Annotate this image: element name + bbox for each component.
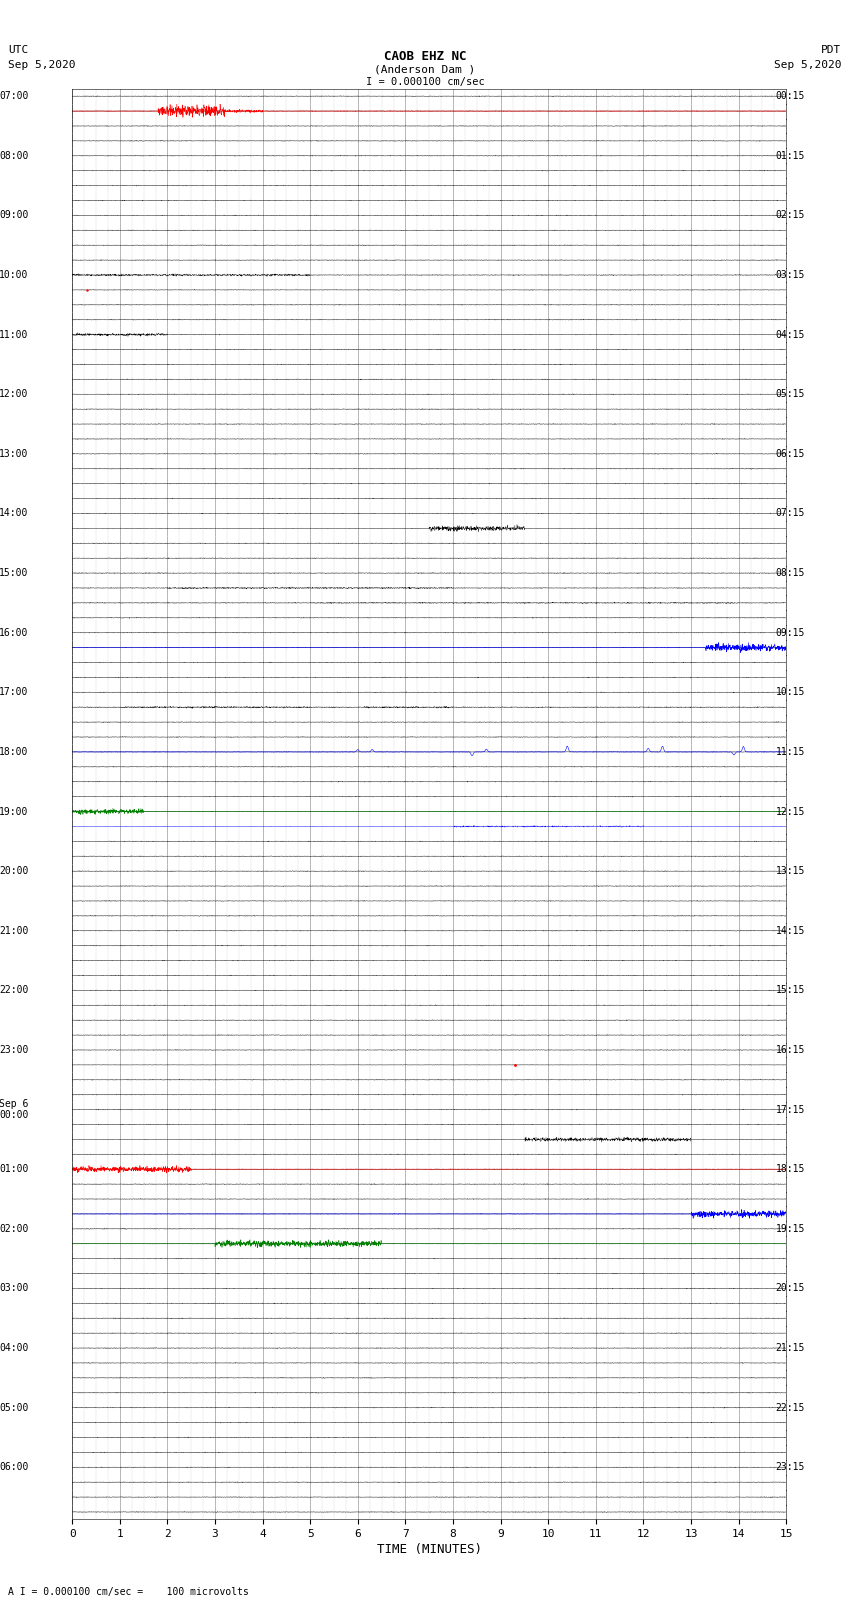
Y-axis label: 22:00: 22:00 (0, 986, 29, 995)
Y-axis label: 01:00: 01:00 (0, 1165, 29, 1174)
Y-axis label: 00:15: 00:15 (776, 92, 805, 102)
Y-axis label: 04:15: 04:15 (776, 329, 805, 340)
Y-axis label: 21:15: 21:15 (776, 1344, 805, 1353)
Y-axis label: 09:00: 09:00 (0, 210, 29, 221)
Y-axis label: 10:00: 10:00 (0, 269, 29, 281)
Y-axis label: 06:15: 06:15 (776, 448, 805, 458)
Y-axis label: 19:15: 19:15 (776, 1224, 805, 1234)
Y-axis label: 11:15: 11:15 (776, 747, 805, 756)
Y-axis label: 14:15: 14:15 (776, 926, 805, 936)
Text: CAOB EHZ NC: CAOB EHZ NC (383, 50, 467, 63)
Y-axis label: 16:15: 16:15 (776, 1045, 805, 1055)
Y-axis label: 15:15: 15:15 (776, 986, 805, 995)
Y-axis label: 19:00: 19:00 (0, 806, 29, 816)
Y-axis label: 12:15: 12:15 (776, 806, 805, 816)
Y-axis label: 01:15: 01:15 (776, 150, 805, 161)
Y-axis label: Sep 6
00:00: Sep 6 00:00 (0, 1098, 29, 1121)
Text: Sep 5,2020: Sep 5,2020 (774, 60, 842, 69)
Y-axis label: 05:15: 05:15 (776, 389, 805, 400)
Y-axis label: 08:15: 08:15 (776, 568, 805, 577)
Y-axis label: 04:00: 04:00 (0, 1344, 29, 1353)
Text: A I = 0.000100 cm/sec =    100 microvolts: A I = 0.000100 cm/sec = 100 microvolts (8, 1587, 249, 1597)
Y-axis label: 11:00: 11:00 (0, 329, 29, 340)
Y-axis label: 18:00: 18:00 (0, 747, 29, 756)
Text: PDT: PDT (821, 45, 842, 55)
Y-axis label: 09:15: 09:15 (776, 627, 805, 637)
Y-axis label: 17:15: 17:15 (776, 1105, 805, 1115)
Y-axis label: 07:00: 07:00 (0, 92, 29, 102)
Y-axis label: 07:15: 07:15 (776, 508, 805, 518)
Y-axis label: 02:15: 02:15 (776, 210, 805, 221)
Y-axis label: 20:15: 20:15 (776, 1284, 805, 1294)
Y-axis label: 20:00: 20:00 (0, 866, 29, 876)
Y-axis label: 13:15: 13:15 (776, 866, 805, 876)
Text: Sep 5,2020: Sep 5,2020 (8, 60, 76, 69)
Text: (Anderson Dam ): (Anderson Dam ) (374, 65, 476, 74)
Y-axis label: 17:00: 17:00 (0, 687, 29, 697)
Y-axis label: 14:00: 14:00 (0, 508, 29, 518)
Y-axis label: 10:15: 10:15 (776, 687, 805, 697)
Y-axis label: 15:00: 15:00 (0, 568, 29, 577)
Y-axis label: 06:00: 06:00 (0, 1463, 29, 1473)
Y-axis label: 12:00: 12:00 (0, 389, 29, 400)
Y-axis label: 22:15: 22:15 (776, 1403, 805, 1413)
Y-axis label: 21:00: 21:00 (0, 926, 29, 936)
Y-axis label: 02:00: 02:00 (0, 1224, 29, 1234)
Text: I = 0.000100 cm/sec: I = 0.000100 cm/sec (366, 77, 484, 87)
Y-axis label: 03:00: 03:00 (0, 1284, 29, 1294)
Y-axis label: 23:15: 23:15 (776, 1463, 805, 1473)
Y-axis label: 08:00: 08:00 (0, 150, 29, 161)
X-axis label: TIME (MINUTES): TIME (MINUTES) (377, 1544, 482, 1557)
Y-axis label: 18:15: 18:15 (776, 1165, 805, 1174)
Y-axis label: 03:15: 03:15 (776, 269, 805, 281)
Y-axis label: 05:00: 05:00 (0, 1403, 29, 1413)
Y-axis label: 13:00: 13:00 (0, 448, 29, 458)
Y-axis label: 16:00: 16:00 (0, 627, 29, 637)
Y-axis label: 23:00: 23:00 (0, 1045, 29, 1055)
Text: UTC: UTC (8, 45, 29, 55)
